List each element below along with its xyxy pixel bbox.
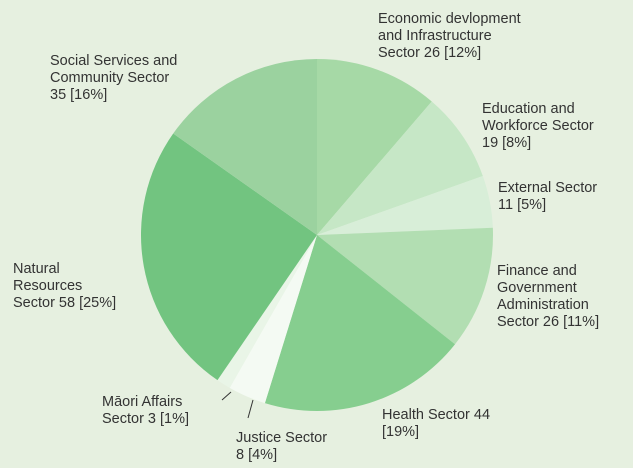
slice-health-sector xyxy=(264,235,456,411)
label-leader-lines xyxy=(221,391,254,419)
label-line: Sector 58 [25%] xyxy=(13,295,116,311)
label-maori-affairs-sector: Māori Affairs Sector 3 [1%] xyxy=(102,394,189,427)
slice-social-services-and-community-sector xyxy=(173,58,317,235)
label-line: 35 [16%] xyxy=(50,87,107,103)
label-social-services-and-community-sector: Social Services and Community Sector 35 [1… xyxy=(50,53,177,103)
label-line: Sector 3 [1%] xyxy=(102,411,189,427)
label-finance-and-government-administration-sector: Finance and Government Administration Secto… xyxy=(497,263,599,330)
label-line: Natural xyxy=(13,261,60,277)
label-line: Māori Affairs xyxy=(102,394,182,410)
leader-line-justice-sector xyxy=(247,399,254,419)
leader-line-maori-affairs-sector xyxy=(221,391,232,401)
slice-finance-and-government-administration-sector xyxy=(317,227,493,345)
label-education-and-workforce-sector: Education and Workforce Sector 19 [8%] xyxy=(482,101,594,151)
label-line: and Infrastructure xyxy=(378,28,492,44)
label-line: Government xyxy=(497,280,577,296)
slice-economic-devlopment-and-infrastructure-sector xyxy=(317,58,432,235)
label-line: Economic devlopment xyxy=(378,11,521,27)
label-line: Sector 26 [12%] xyxy=(378,45,481,61)
slice-labels: Economic devlopment and Infrastructure Sec… xyxy=(13,11,599,463)
label-natural-resources-sector: Natural Resources Sector 58 [25%] xyxy=(13,261,116,311)
label-line: Health Sector 44 xyxy=(382,407,490,423)
label-line: [19%] xyxy=(382,424,419,440)
label-line: Justice Sector xyxy=(236,430,327,446)
label-line: Administration xyxy=(497,297,589,313)
label-external-sector: External Sector 11 [5%] xyxy=(498,180,597,213)
label-justice-sector: Justice Sector 8 [4%] xyxy=(236,430,327,463)
label-health-sector: Health Sector 44 [19%] xyxy=(382,407,490,440)
label-economic-devlopment-and-infrastructure-sector: Economic devlopment and Infrastructure Sec… xyxy=(378,11,521,61)
label-line: Social Services and xyxy=(50,53,177,69)
label-line: Education and xyxy=(482,101,575,117)
slice-maori-affairs-sector xyxy=(217,235,317,388)
label-line: External Sector xyxy=(498,180,597,196)
label-line: 8 [4%] xyxy=(236,447,277,463)
slice-external-sector xyxy=(317,176,493,235)
pie-slices xyxy=(140,58,493,411)
label-line: 19 [8%] xyxy=(482,135,531,151)
label-line: Finance and xyxy=(497,263,577,279)
label-line: Sector 26 [11%] xyxy=(497,314,599,330)
slice-natural-resources-sector xyxy=(140,133,317,381)
slice-education-and-workforce-sector xyxy=(317,101,483,235)
slice-justice-sector xyxy=(229,235,317,404)
label-line: Resources xyxy=(13,278,82,294)
label-line: 11 [5%] xyxy=(498,197,546,213)
label-line: Community Sector xyxy=(50,70,169,86)
label-line: Workforce Sector xyxy=(482,118,594,134)
